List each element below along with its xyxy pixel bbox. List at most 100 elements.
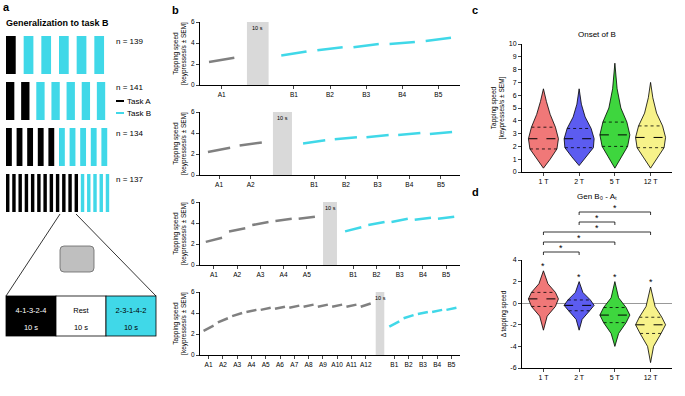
svg-text:0: 0 — [191, 261, 195, 268]
svg-text:n = 141: n = 141 — [116, 83, 143, 92]
svg-text:B4: B4 — [398, 91, 406, 98]
svg-text:A3: A3 — [233, 361, 241, 368]
svg-text:B2: B2 — [405, 361, 413, 368]
svg-text:8: 8 — [513, 66, 517, 73]
svg-text:A1: A1 — [205, 361, 213, 368]
svg-text:n = 139: n = 139 — [116, 37, 143, 46]
svg-text:*: * — [613, 203, 617, 213]
svg-text:A5: A5 — [303, 271, 311, 278]
svg-text:0: 0 — [513, 168, 517, 175]
svg-text:3: 3 — [513, 130, 517, 137]
svg-text:12 T: 12 T — [644, 374, 659, 381]
svg-text:Gen B₀ - Aₜ: Gen B₀ - Aₜ — [577, 192, 617, 201]
svg-text:A1: A1 — [215, 181, 223, 188]
svg-text:10 s: 10 s — [277, 115, 288, 121]
svg-text:10 s: 10 s — [252, 25, 263, 31]
svg-text:A12: A12 — [360, 361, 372, 368]
svg-text:b: b — [172, 4, 179, 16]
svg-text:B4: B4 — [419, 271, 427, 278]
svg-text:4: 4 — [191, 309, 195, 316]
svg-text:B4: B4 — [433, 361, 441, 368]
svg-text:A2: A2 — [247, 181, 255, 188]
svg-text:B5: B5 — [434, 91, 442, 98]
svg-text:*: * — [595, 223, 599, 233]
svg-text:B3: B3 — [419, 361, 427, 368]
svg-text:2: 2 — [513, 143, 517, 150]
svg-text:4: 4 — [513, 256, 517, 263]
svg-text:2: 2 — [513, 278, 517, 285]
svg-text:2: 2 — [191, 330, 195, 337]
svg-text:*: * — [577, 233, 581, 243]
svg-text:2 T: 2 T — [574, 178, 585, 185]
svg-text:a: a — [3, 1, 10, 13]
svg-text:Task B: Task B — [127, 109, 151, 118]
svg-text:A4: A4 — [247, 361, 255, 368]
svg-text:6: 6 — [191, 198, 195, 205]
svg-text:B5: B5 — [447, 361, 455, 368]
svg-text:6: 6 — [191, 288, 195, 295]
svg-text:A1: A1 — [218, 91, 226, 98]
svg-text:12 T: 12 T — [644, 178, 659, 185]
svg-text:d: d — [472, 186, 479, 198]
svg-text:A11: A11 — [346, 361, 357, 368]
svg-text:*: * — [541, 261, 545, 271]
svg-text:Rest: Rest — [73, 306, 89, 315]
svg-text:7: 7 — [513, 79, 517, 86]
svg-text:n = 134: n = 134 — [116, 129, 143, 138]
svg-text:10: 10 — [509, 40, 517, 47]
svg-text:A5: A5 — [262, 361, 270, 368]
svg-text:Tapping speed[keypresses/s ± S: Tapping speed[keypresses/s ± SEM] — [172, 112, 188, 175]
svg-text:0: 0 — [191, 171, 195, 178]
svg-text:1 T: 1 T — [538, 374, 549, 381]
svg-text:-6: -6 — [510, 364, 516, 371]
svg-text:6: 6 — [191, 18, 195, 25]
svg-text:Tapping speed[keypresses/s ± S: Tapping speed[keypresses/s ± SEM] — [490, 76, 506, 139]
svg-text:-4: -4 — [510, 343, 516, 350]
svg-text:B1: B1 — [310, 181, 318, 188]
svg-text:B2: B2 — [326, 91, 334, 98]
svg-text:B5: B5 — [442, 271, 450, 278]
svg-text:A2: A2 — [219, 361, 227, 368]
svg-text:c: c — [472, 4, 478, 16]
svg-text:*: * — [595, 213, 599, 223]
svg-text:10 s: 10 s — [124, 323, 138, 332]
svg-text:A8: A8 — [305, 361, 313, 368]
svg-text:4-1-3-2-4: 4-1-3-2-4 — [16, 306, 47, 315]
svg-text:B1: B1 — [290, 91, 298, 98]
svg-text:Task A: Task A — [127, 97, 151, 106]
svg-text:5: 5 — [513, 104, 517, 111]
svg-text:0: 0 — [191, 351, 195, 358]
svg-text:B1: B1 — [390, 361, 398, 368]
svg-text:B4: B4 — [405, 181, 413, 188]
svg-text:*: * — [577, 272, 581, 282]
svg-text:1: 1 — [513, 156, 517, 163]
svg-text:10 s: 10 s — [74, 323, 88, 332]
svg-text:n = 137: n = 137 — [116, 175, 143, 184]
svg-text:9: 9 — [513, 53, 517, 60]
svg-text:Tapping speed[keypresses/s ± S: Tapping speed[keypresses/s ± SEM] — [172, 202, 188, 265]
svg-text:10 s: 10 s — [24, 323, 38, 332]
svg-text:Tapping speed[keypresses/s ± S: Tapping speed[keypresses/s ± SEM] — [172, 292, 188, 355]
svg-text:0: 0 — [191, 81, 195, 88]
svg-text:B1: B1 — [349, 271, 357, 278]
svg-text:4: 4 — [191, 219, 195, 226]
svg-text:*: * — [559, 243, 563, 253]
svg-text:B3: B3 — [374, 181, 382, 188]
svg-text:2: 2 — [191, 240, 195, 247]
svg-text:4: 4 — [191, 129, 195, 136]
svg-text:4: 4 — [513, 117, 517, 124]
svg-text:A7: A7 — [290, 361, 298, 368]
svg-text:Generalization to task B: Generalization to task B — [6, 18, 109, 28]
svg-text:2-3-1-4-2: 2-3-1-4-2 — [116, 306, 147, 315]
svg-text:2: 2 — [191, 150, 195, 157]
svg-text:5 T: 5 T — [610, 178, 621, 185]
svg-text:6: 6 — [191, 108, 195, 115]
svg-text:10 s: 10 s — [325, 205, 336, 211]
svg-text:5 T: 5 T — [610, 374, 621, 381]
svg-text:Onset of B: Onset of B — [578, 30, 616, 39]
svg-text:A10: A10 — [331, 361, 343, 368]
svg-text:B5: B5 — [437, 181, 445, 188]
svg-text:6: 6 — [513, 92, 517, 99]
svg-text:A2: A2 — [233, 271, 241, 278]
svg-text:A6: A6 — [276, 361, 284, 368]
